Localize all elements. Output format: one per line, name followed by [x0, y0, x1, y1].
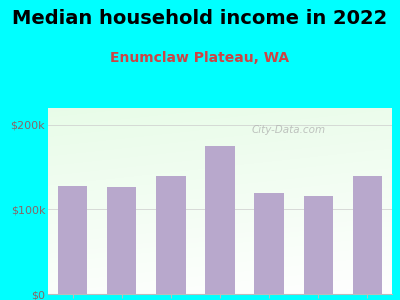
- Bar: [58, 186, 87, 294]
- Bar: [304, 196, 333, 294]
- Text: City-Data.com: City-Data.com: [252, 125, 326, 135]
- Bar: [156, 176, 186, 294]
- Bar: [353, 176, 382, 294]
- Bar: [254, 193, 284, 294]
- Text: Median household income in 2022: Median household income in 2022: [12, 9, 388, 28]
- Text: Enumclaw Plateau, WA: Enumclaw Plateau, WA: [110, 51, 290, 65]
- Bar: [107, 188, 136, 294]
- Bar: [205, 146, 235, 294]
